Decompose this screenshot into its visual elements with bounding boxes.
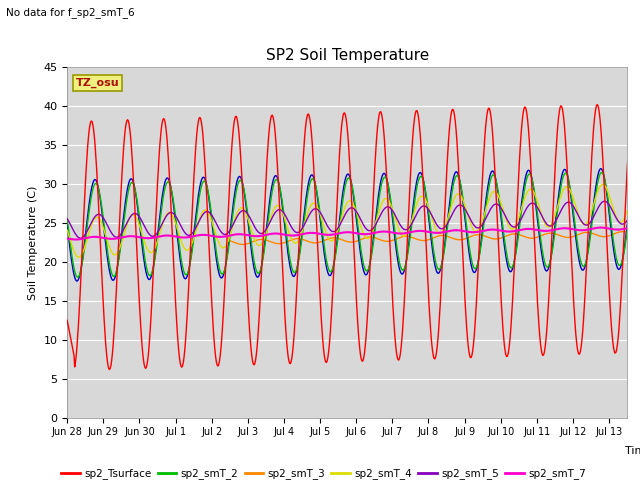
Legend: sp2_Tsurface, sp2_smT_1, sp2_smT_2, sp2_smT_3, sp2_smT_4, sp2_smT_5, sp2_smT_7: sp2_Tsurface, sp2_smT_1, sp2_smT_2, sp2_… [61, 468, 586, 480]
Y-axis label: Soil Temperature (C): Soil Temperature (C) [28, 185, 38, 300]
X-axis label: Time: Time [625, 445, 640, 456]
Title: SP2 Soil Temperature: SP2 Soil Temperature [266, 48, 429, 63]
Text: TZ_osu: TZ_osu [76, 78, 119, 88]
Text: No data for f_sp2_smT_6: No data for f_sp2_smT_6 [6, 7, 135, 18]
